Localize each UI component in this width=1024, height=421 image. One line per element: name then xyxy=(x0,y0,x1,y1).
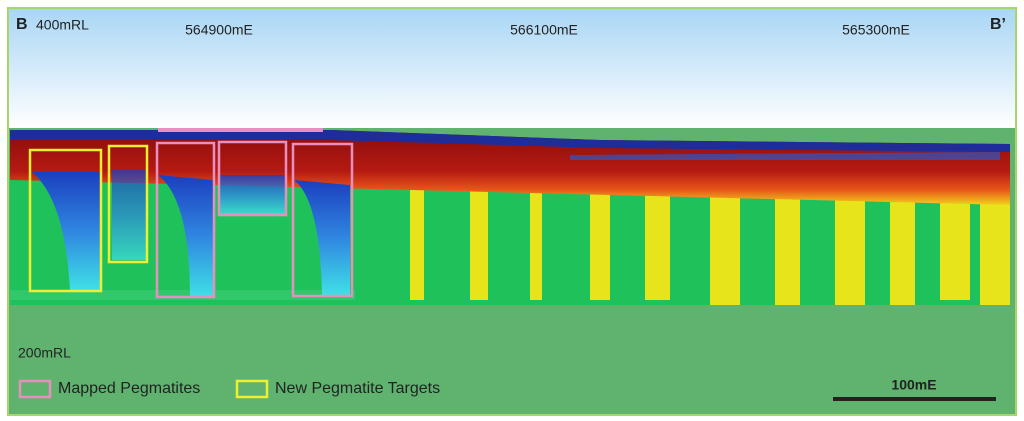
target-box xyxy=(107,144,149,264)
target-box xyxy=(28,148,103,293)
legend-label: Mapped Pegmatites xyxy=(58,380,200,397)
easting-label: 565300mE xyxy=(842,22,910,38)
section-image xyxy=(10,130,1010,305)
legend-swatch xyxy=(235,379,269,399)
easting-label: 566100mE xyxy=(510,22,578,38)
elevation-label: 200mRL xyxy=(18,345,71,361)
easting-label: 564900mE xyxy=(185,22,253,38)
elevation-label: 400mRL xyxy=(36,17,89,33)
legend-label: New Pegmatite Targets xyxy=(275,380,440,397)
section-label: B’ xyxy=(990,16,1006,33)
sky xyxy=(9,9,1015,128)
legend-swatch xyxy=(18,379,52,399)
scale-label: 100mE xyxy=(891,377,936,393)
section-label: B xyxy=(16,16,28,33)
pegmatite-box xyxy=(155,141,216,299)
pegmatite-box xyxy=(291,142,354,298)
pegmatite-box xyxy=(217,140,288,217)
